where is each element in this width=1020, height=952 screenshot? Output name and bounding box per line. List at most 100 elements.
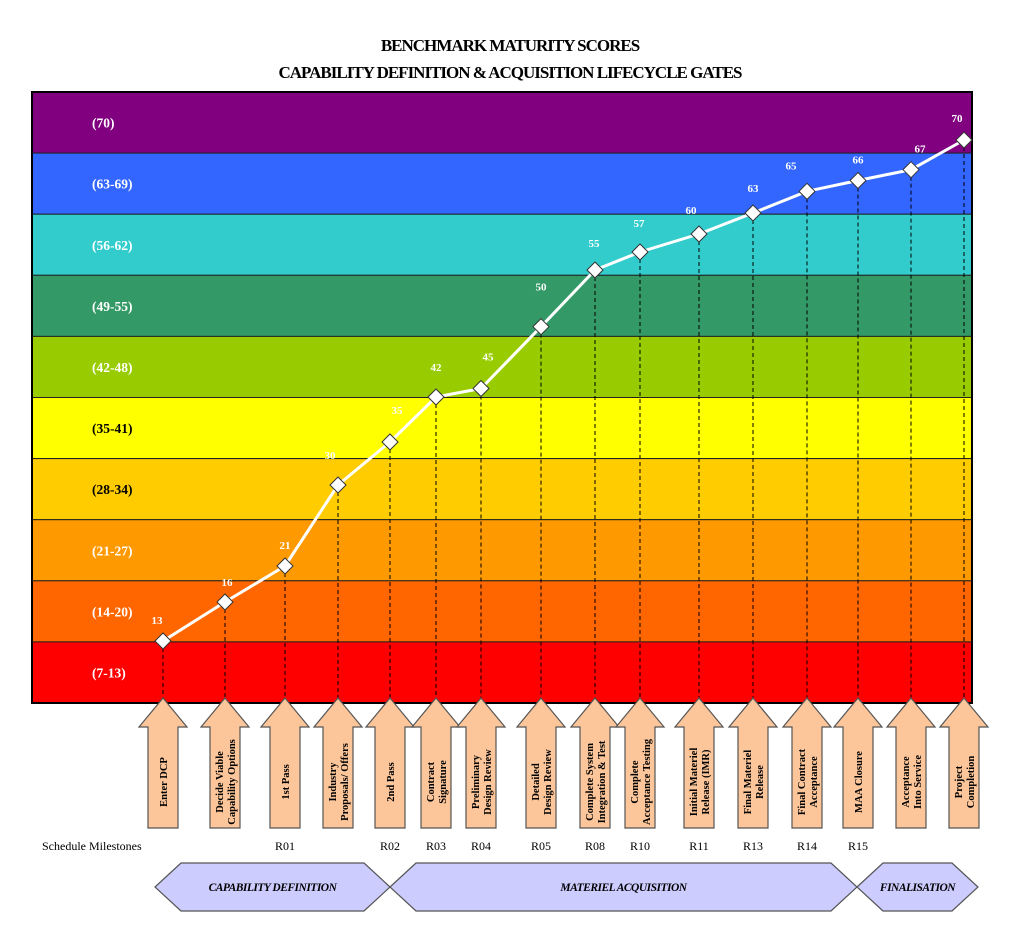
data-point	[955, 131, 973, 149]
gate-arrow	[137, 697, 189, 829]
data-point	[329, 476, 347, 494]
data-point	[532, 317, 550, 336]
gate-arrow	[673, 697, 725, 829]
data-point	[744, 204, 762, 222]
droplines-layer	[162, 140, 965, 703]
data-point	[631, 243, 649, 261]
chart-title-line1: BENCHMARK MATURITY SCORES	[380, 36, 640, 55]
data-label: 67	[915, 144, 927, 156]
data-label: 55	[589, 238, 601, 250]
data-point	[690, 225, 708, 243]
phase-label: CAPABILITY DEFINITION	[209, 882, 338, 894]
gate-arrow	[781, 697, 833, 829]
band	[31, 458, 973, 521]
band	[31, 213, 973, 276]
band-label: (42-48)	[92, 360, 133, 375]
band-label: (28-34)	[92, 482, 133, 497]
gate-arrow	[259, 697, 311, 829]
gate-label: Decide ViableCapability Options	[215, 739, 238, 824]
milestones-layer: R01 R02 R03 R04 R05 R08 R10 R11 R13 R14 R15	[275, 839, 868, 853]
gate-label: 1st Pass	[281, 764, 292, 799]
data-point	[902, 160, 920, 179]
data-label: 60	[686, 205, 698, 217]
phase-label: FINALISATION	[879, 882, 956, 894]
markers-layer: 13 16 21 30 35 42 45 50 55 57 60 63 65 66 67 70	[152, 113, 973, 650]
data-point	[472, 379, 490, 398]
gate-label: PreliminaryDesign Review	[471, 749, 494, 815]
phase-arrow	[856, 862, 979, 912]
data-label: 42	[431, 362, 443, 374]
data-point	[427, 388, 445, 406]
gate-arrow	[312, 697, 364, 829]
data-point	[216, 593, 234, 611]
gate-arrow	[885, 697, 937, 829]
bands-layer: (70) (63-69) (56-62) (49-55) (42-48) (35-41) (…	[31, 91, 973, 704]
gate-arrow	[614, 697, 666, 829]
gate-arrow	[727, 697, 779, 829]
milestone-label: R04	[471, 839, 491, 853]
data-label: 63	[748, 183, 760, 195]
gate-label: MAA Closure	[854, 751, 865, 813]
band-label: (14-20)	[92, 604, 133, 619]
band	[31, 274, 973, 337]
band-label: (7-13)	[92, 665, 126, 680]
data-point	[154, 632, 172, 650]
gate-label: AcceptanceInto Service	[901, 755, 924, 809]
milestone-label: R02	[380, 839, 400, 853]
data-label: 66	[853, 155, 865, 167]
milestone-label: R05	[531, 839, 551, 853]
gate-arrow	[455, 697, 507, 829]
band-label: (49-55)	[92, 299, 133, 314]
data-label: 30	[325, 450, 337, 462]
phase-label: MATERIEL ACQUISITION	[559, 882, 687, 894]
data-label: 57	[634, 218, 646, 230]
milestone-label: R01	[275, 839, 295, 853]
gate-arrow	[938, 697, 990, 829]
chart-title-line2: CAPABILITY DEFINITION & ACQUISITION LIFE…	[278, 63, 742, 82]
data-point	[381, 433, 399, 451]
band-label: (21-27)	[92, 543, 133, 558]
gate-label: 2nd Pass	[386, 762, 397, 801]
gate-label: Final MaterielRelease	[743, 750, 766, 815]
milestone-label: R15	[848, 839, 868, 853]
gate-arrow	[199, 697, 251, 829]
gate-arrow	[515, 697, 567, 829]
data-label: 70	[952, 113, 964, 125]
gate-label: Enter DCP	[159, 757, 170, 807]
data-point	[849, 171, 867, 190]
milestone-caption: Schedule Milestones	[42, 839, 142, 853]
gate-label: DetailedDesign Review	[531, 749, 554, 815]
plot-border	[31, 91, 973, 704]
gate-label: ProjectCompletion	[954, 756, 977, 809]
band	[31, 152, 973, 215]
band-label: (70)	[92, 116, 115, 131]
milestone-label: R08	[585, 839, 605, 853]
data-point	[798, 182, 816, 201]
milestone-label: R13	[743, 839, 763, 853]
milestone-label: R10	[630, 839, 650, 853]
gate-arrow	[832, 697, 884, 829]
gates-layer: Enter DCP Decide ViableCapability Options…	[137, 697, 990, 829]
data-label: 50	[536, 282, 548, 294]
band-label: (35-41)	[92, 421, 133, 436]
band	[31, 641, 973, 704]
data-label: 16	[222, 577, 234, 589]
milestone-label: R03	[426, 839, 446, 853]
milestone-label: R14	[797, 839, 817, 853]
gate-label: Final ContractAcceptance	[797, 748, 820, 815]
gate-label: ContractSignature	[426, 760, 449, 804]
gate-label: CompleteAcceptance Testing	[630, 738, 653, 825]
milestone-label: R11	[689, 839, 709, 853]
gate-label: Initial MaterielRelease (IMR)	[689, 748, 712, 817]
phases-layer: CAPABILITY DEFINITION MATERIEL ACQUISITIO…	[154, 862, 979, 912]
data-label: 13	[152, 615, 164, 627]
gate-label: Complete SystemIntegration & Test	[585, 740, 608, 823]
data-label: 21	[280, 540, 291, 552]
data-label: 45	[483, 352, 495, 364]
band-label: (56-62)	[92, 238, 133, 253]
band	[31, 519, 973, 582]
data-point	[586, 261, 604, 279]
band-label: (63-69)	[92, 177, 133, 192]
data-label: 65	[786, 160, 798, 172]
